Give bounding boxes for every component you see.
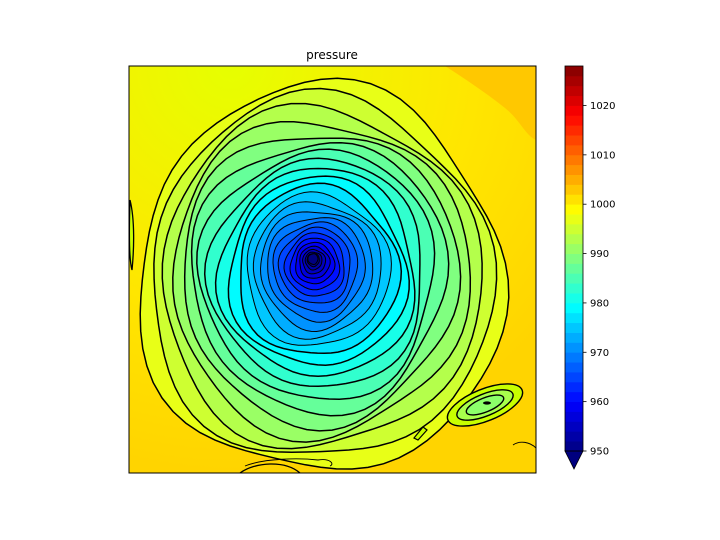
colorbar-segment: [565, 372, 583, 383]
colorbar-segment: [565, 391, 583, 403]
colorbar-segment: [565, 411, 583, 422]
cyclone-contours: [139, 77, 510, 470]
colorbar-segment: [565, 194, 583, 205]
secondary-low-core: [483, 401, 491, 405]
colorbar-segment: [565, 164, 583, 175]
colorbar-segment: [565, 223, 583, 235]
colorbar-segment: [565, 352, 583, 363]
colorbar-segment: [565, 401, 583, 412]
contour-fragment-southeast-small: [413, 426, 428, 441]
plot-frame: [128, 65, 537, 474]
colorbar-segment: [565, 105, 583, 116]
colorbar-segment: [565, 431, 583, 442]
pressure-contour-950: [307, 253, 319, 265]
colorbar-segment: [565, 322, 583, 333]
colorbar-segment: [565, 312, 583, 324]
colorbar-tick-label: 990: [590, 249, 609, 260]
high-pressure-region-northeast: [445, 66, 536, 140]
contour-fragment-south: [239, 463, 301, 473]
colorbar-tick-label: 1000: [590, 200, 615, 211]
colorbar-segment: [565, 253, 583, 264]
colorbar: 950 960 970 980 990 1000 1010 1020: [564, 65, 615, 470]
colorbar-tick-label: 1020: [590, 101, 615, 112]
colorbar-segment: [565, 381, 583, 393]
colorbar-tick-label: 970: [590, 348, 609, 359]
contour-plot-area: [129, 66, 536, 473]
colorbar-tick-label: 1010: [590, 150, 615, 161]
colorbar-segment: [565, 263, 583, 274]
colorbar-segment: [565, 95, 583, 106]
colorbar-segment: [565, 243, 583, 254]
colorbar-segment: [565, 362, 583, 373]
colorbar-segment: [565, 66, 583, 77]
colorbar-segment: [565, 115, 583, 126]
colorbar-segment: [565, 342, 583, 353]
colorbar-segment: [565, 125, 583, 136]
colorbar-segment: [565, 233, 583, 245]
chart-title: pressure: [306, 48, 358, 62]
colorbar-segment: [565, 184, 583, 195]
colorbar-segment: [565, 421, 583, 432]
colorbar-segment: [565, 144, 583, 156]
colorbar-segment: [565, 302, 583, 314]
colorbar-segment: [565, 214, 583, 225]
contour-fragment-south-thin: [244, 458, 333, 467]
contour-fragment-southeast-edge: [512, 441, 536, 449]
colorbar-frame: [564, 65, 584, 452]
colorbar-segment: [565, 283, 583, 294]
colorbar-tick-label: 960: [590, 397, 609, 408]
colorbar-segment: [565, 273, 583, 284]
colorbar-segment: [565, 293, 583, 304]
colorbar-segment: [565, 75, 583, 87]
colorbar-extend-min-triangle: [564, 450, 584, 470]
colorbar-segment: [565, 204, 583, 215]
colorbar-segment: [565, 441, 583, 452]
colorbar-segment: [565, 332, 583, 343]
colorbar-tick-label: 950: [590, 447, 609, 458]
secondary-low-inner: [465, 394, 505, 416]
colorbar-segment: [565, 154, 583, 166]
colorbar-segment: [565, 174, 583, 185]
colorbar-segment: [565, 135, 583, 146]
colorbar-tick-label: 980: [590, 298, 609, 309]
colorbar-segment: [565, 85, 583, 97]
secondary-low-southeast: [446, 383, 524, 427]
